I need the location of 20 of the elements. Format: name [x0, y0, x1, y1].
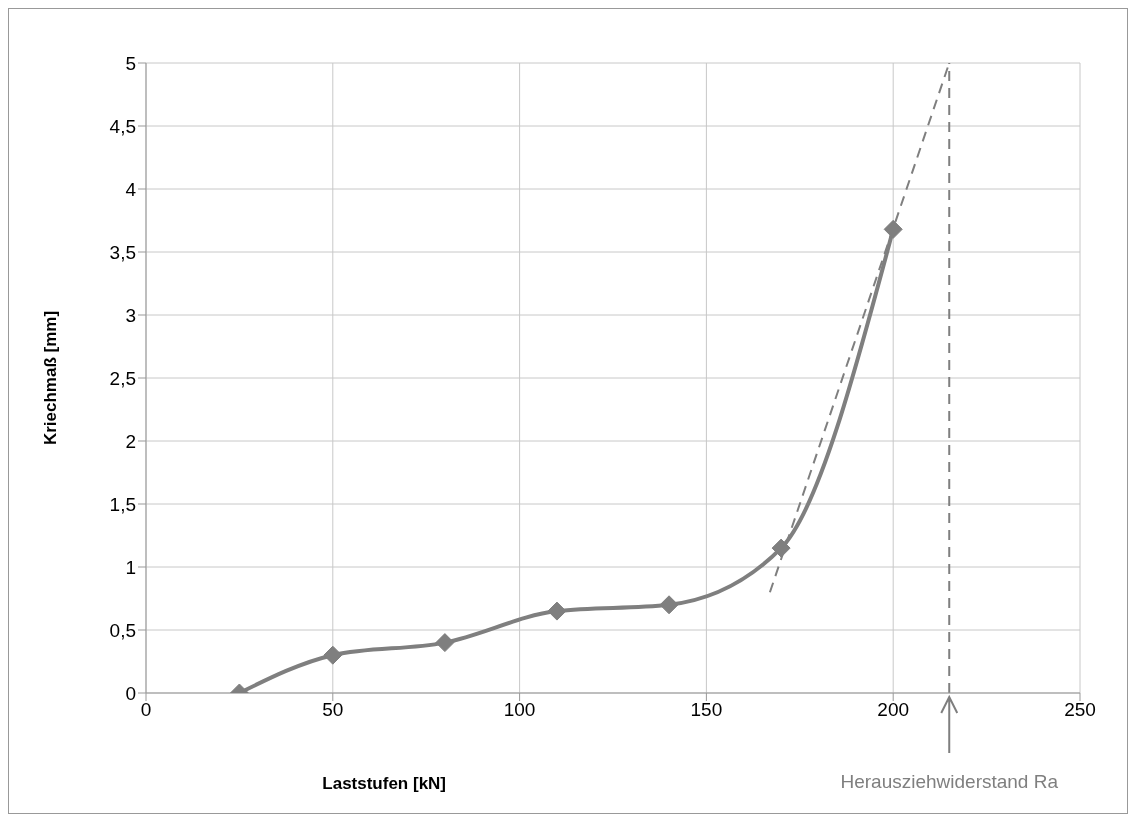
ref-line-label: Herausziehwiderstand Ra — [840, 771, 1059, 792]
x-tick-label: 150 — [690, 699, 723, 721]
x-axis-title: Laststufen [kN] — [322, 774, 447, 793]
y-tick-label: 3,5 — [109, 241, 136, 263]
x-tick-label: 50 — [322, 699, 344, 721]
y-tick-label: 0,5 — [109, 619, 136, 641]
x-tick-label: 200 — [877, 699, 910, 721]
y-tick-label: 1,5 — [109, 493, 136, 515]
x-tick-label: 250 — [1064, 699, 1096, 721]
y-tick-label: 0 — [125, 682, 136, 704]
y-tick-label: 3 — [125, 304, 136, 326]
x-tick-label: 100 — [503, 699, 536, 721]
y-tick-label: 5 — [125, 52, 136, 74]
y-tick-label: 4,5 — [109, 115, 136, 137]
y-tick-label: 2 — [125, 430, 136, 452]
y-tick-label: 4 — [125, 178, 137, 200]
y-tick-label: 2,5 — [109, 367, 136, 389]
x-tick-label: 0 — [140, 699, 152, 721]
y-tick-label: 1 — [125, 556, 136, 578]
y-axis-title: Kriechmaß [mm] — [41, 310, 60, 446]
